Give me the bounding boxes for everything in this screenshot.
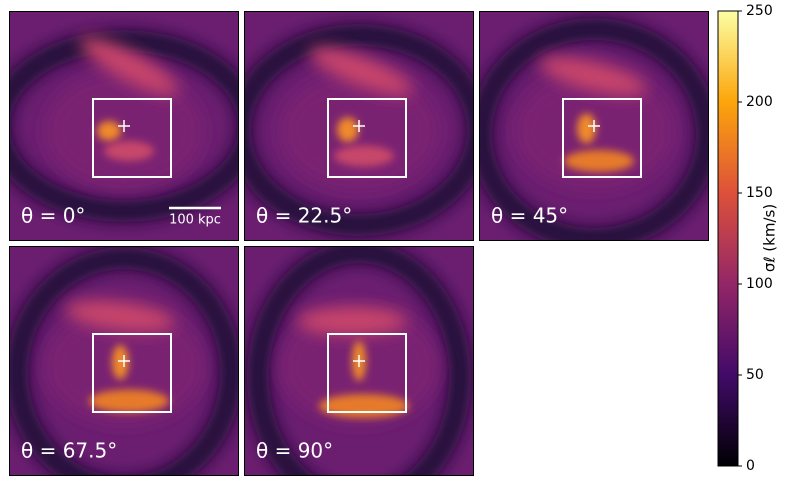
panel-label: θ = 90° bbox=[256, 439, 333, 463]
scale-bar-label: 100 kpc bbox=[169, 213, 221, 228]
panel-label: θ = 0° bbox=[21, 204, 85, 228]
upper-arc bbox=[65, 300, 175, 332]
frame bbox=[9, 11, 239, 241]
upper-arc bbox=[297, 307, 407, 335]
panel: θ = 0° 100 kpc bbox=[9, 11, 239, 241]
core-blob bbox=[97, 121, 121, 141]
zoom-box bbox=[327, 98, 407, 178]
center-cross bbox=[353, 355, 365, 367]
center-cross bbox=[353, 120, 365, 132]
colorbar bbox=[717, 10, 739, 467]
zoom-box bbox=[327, 333, 407, 413]
panel-label: θ = 67.5° bbox=[21, 439, 117, 463]
core-blob bbox=[337, 117, 359, 143]
dark-ring bbox=[9, 247, 239, 476]
dark-ring bbox=[479, 18, 709, 241]
panel: θ = 90° bbox=[244, 246, 474, 476]
colorbar-tick-label: 250 bbox=[746, 3, 773, 19]
colorbar-tick-label: 200 bbox=[746, 94, 773, 110]
frame bbox=[479, 11, 709, 241]
zoom-box bbox=[562, 98, 642, 178]
upper-arc bbox=[539, 56, 647, 96]
lower-arc bbox=[334, 145, 394, 167]
panel: θ = 67.5° bbox=[9, 246, 239, 476]
dark-ring bbox=[244, 24, 474, 236]
colorbar-tick-label: 0 bbox=[746, 458, 755, 474]
lower-arc bbox=[564, 150, 634, 172]
lower-arc bbox=[319, 394, 409, 418]
colorbar-label: σℓ (km/s) bbox=[761, 204, 779, 272]
dark-ring bbox=[9, 30, 239, 222]
zoom-box bbox=[92, 98, 172, 178]
panel-label: θ = 22.5° bbox=[256, 204, 352, 228]
zoom-box bbox=[92, 333, 172, 413]
lower-arc bbox=[89, 389, 169, 413]
frame bbox=[244, 11, 474, 241]
colorbar-tick-label: 50 bbox=[746, 367, 764, 383]
panel-label: θ = 45° bbox=[491, 204, 568, 228]
panel: θ = 22.5° bbox=[244, 11, 474, 241]
panel: θ = 45° bbox=[479, 11, 709, 241]
lower-arc bbox=[104, 141, 154, 161]
upper-arc bbox=[309, 47, 413, 95]
core-blob bbox=[577, 113, 596, 144]
colorbar-tick-label: 150 bbox=[746, 185, 773, 201]
center-cross bbox=[118, 120, 130, 132]
core-blob bbox=[112, 344, 129, 380]
center-cross bbox=[588, 120, 600, 132]
center-cross bbox=[118, 355, 130, 367]
frame bbox=[9, 246, 239, 476]
dark-ring bbox=[247, 246, 471, 476]
upper-arc bbox=[79, 37, 179, 95]
colorbar-tick-label: 100 bbox=[746, 276, 773, 292]
frame bbox=[244, 246, 474, 476]
